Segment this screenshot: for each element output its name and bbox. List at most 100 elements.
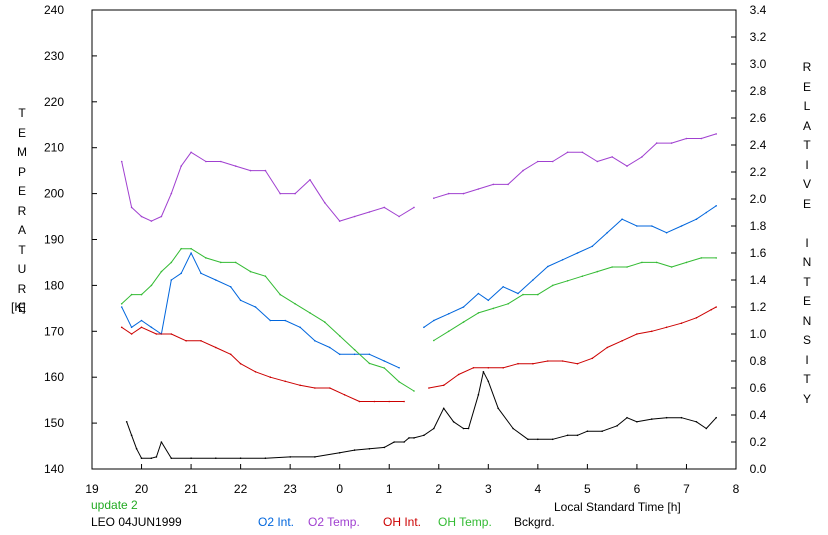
y-right-tick-label: 0.8	[750, 354, 767, 368]
data-point	[705, 211, 708, 214]
data-point	[670, 142, 673, 144]
y-right-tick-label: 3.4	[750, 3, 767, 17]
data-point	[576, 362, 579, 365]
y-right-tick-label: 0.2	[750, 435, 767, 449]
data-point	[551, 284, 554, 287]
data-point	[279, 293, 282, 296]
y-left-unit: [K]	[11, 300, 26, 314]
data-point	[561, 360, 564, 362]
series-line-1	[121, 133, 717, 222]
data-point	[170, 457, 173, 460]
y-right-tick-label: 0.6	[750, 381, 767, 395]
data-point	[561, 259, 564, 261]
data-point	[566, 280, 569, 282]
data-point	[477, 292, 480, 295]
data-point	[180, 247, 182, 250]
data-point	[160, 270, 163, 273]
data-point	[403, 441, 405, 443]
y-left-label: T E M P E R A T U R E	[17, 106, 27, 315]
data-point	[383, 367, 386, 369]
data-point	[294, 192, 296, 195]
x-tick-label: 5	[584, 482, 591, 496]
y-left-tick-label: 190	[44, 233, 64, 247]
data-point	[215, 346, 217, 349]
data-point	[655, 142, 658, 144]
data-point	[428, 387, 430, 389]
series-lines	[120, 133, 717, 460]
y-right-tick-label: 1.2	[750, 300, 767, 314]
data-point	[190, 457, 192, 460]
data-point	[190, 247, 192, 250]
data-point	[353, 353, 356, 356]
x-tick-label: 6	[634, 482, 641, 496]
data-point	[522, 169, 524, 172]
data-point	[487, 299, 490, 302]
data-point	[190, 151, 192, 154]
data-point	[462, 427, 465, 430]
data-point	[254, 371, 257, 373]
x-tick-label: 8	[733, 482, 740, 496]
data-point	[651, 330, 653, 333]
data-point	[522, 293, 524, 296]
x-tick-label: 21	[184, 482, 198, 496]
data-point	[695, 317, 698, 319]
data-point	[452, 421, 455, 423]
data-point	[343, 394, 346, 396]
data-point	[264, 169, 267, 172]
data-point	[715, 257, 717, 259]
data-point	[140, 319, 143, 322]
x-tick-label: 1	[386, 482, 393, 496]
data-point	[254, 306, 257, 308]
data-point	[467, 427, 470, 430]
data-point	[294, 303, 296, 305]
data-point	[200, 272, 202, 275]
data-point	[413, 437, 415, 439]
data-point	[150, 220, 153, 222]
y-left-tick-label: 140	[44, 462, 64, 476]
data-point	[338, 220, 341, 222]
data-point	[636, 225, 638, 227]
plot-frame	[91, 9, 737, 470]
data-point	[670, 266, 673, 268]
data-point	[680, 322, 683, 325]
data-point	[130, 333, 133, 335]
data-point	[140, 215, 143, 218]
data-point	[239, 299, 242, 302]
station-date: LEO 04JUN1999	[91, 515, 182, 529]
data-point	[606, 346, 608, 349]
data-point	[537, 160, 539, 163]
data-point	[680, 416, 683, 419]
data-point	[487, 367, 490, 369]
data-point	[551, 160, 554, 163]
data-point	[695, 218, 698, 220]
x-tick-label: 22	[234, 482, 248, 496]
data-point	[120, 326, 123, 329]
data-point	[130, 206, 133, 209]
data-point	[611, 266, 613, 268]
data-point	[388, 400, 391, 403]
data-point	[269, 319, 272, 322]
data-point	[433, 427, 435, 430]
y-left-tick-label: 220	[44, 95, 64, 109]
y-right-tick-label: 2.6	[750, 111, 767, 125]
data-point	[472, 367, 475, 369]
data-point	[705, 427, 708, 430]
data-point	[442, 384, 445, 387]
data-point	[636, 421, 638, 423]
data-point	[120, 306, 123, 308]
data-point	[239, 362, 242, 365]
data-point	[532, 279, 534, 281]
data-point	[433, 319, 435, 322]
data-point	[150, 457, 153, 460]
data-point	[651, 225, 653, 227]
x-tick-label: 19	[85, 482, 99, 496]
data-point	[685, 137, 688, 140]
data-point	[383, 206, 386, 209]
data-point	[130, 434, 133, 437]
y-right-tick-label: 3.2	[750, 30, 767, 44]
data-point	[591, 357, 594, 360]
data-point	[477, 312, 480, 314]
data-point	[324, 321, 326, 323]
data-point	[591, 245, 594, 248]
data-point	[215, 279, 217, 281]
